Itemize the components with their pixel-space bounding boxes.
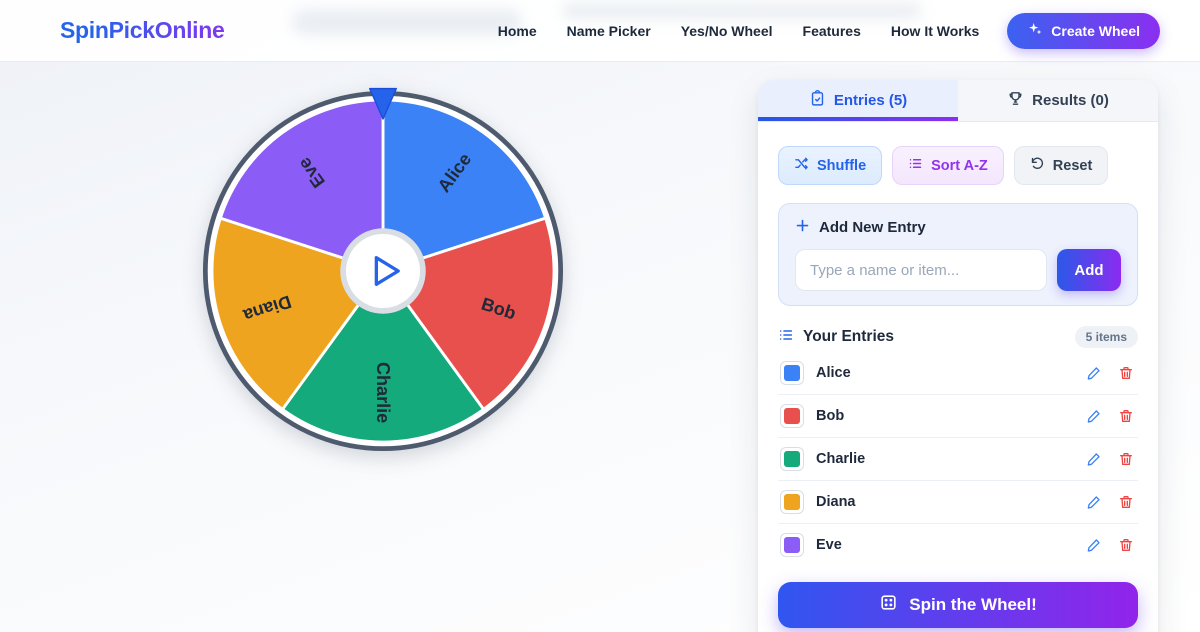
add-entry-panel: Add New Entry Add [778,203,1138,306]
nav-link-yes-no-wheel[interactable]: Yes/No Wheel [680,22,773,39]
nav-link-how-it-works[interactable]: How It Works [890,22,980,39]
delete-icon [1120,496,1132,508]
sort-az-button[interactable]: Sort A-Z [892,146,1004,185]
header: SpinPickOnline Home Name Picker Yes/No Whe… [0,0,1200,62]
entries-panel: Entries (5) Results (0) [758,80,1158,632]
wheel-segment-eve[interactable] [218,98,385,273]
delete-entry-button[interactable] [1116,449,1136,469]
entry-row-charlie: Charlie [778,438,1138,481]
entry-row-bob: Bob [778,395,1138,438]
edit-entry-button[interactable] [1084,449,1104,469]
brand-logo[interactable]: SpinPickOnline [60,17,225,43]
create-wheel-label: Create Wheel [1051,22,1140,39]
entry-color-swatch [780,404,804,428]
edit-entry-button[interactable] [1084,492,1104,512]
spin-wheel-label: Spin the Wheel! [909,595,1037,614]
entries-count-badge: 5 items [1074,326,1138,348]
sort-az-label: Sort A-Z [931,157,988,174]
spin-wheel-button[interactable]: Spin the Wheel! [778,582,1138,628]
delete-entry-button[interactable] [1116,406,1136,426]
dice-icon [879,593,898,617]
trophy-icon [1007,90,1024,111]
nav-link-home[interactable]: Home [497,22,537,39]
nav-link-features[interactable]: Features [802,22,861,39]
entry-color-swatch [780,533,804,557]
edit-entry-button[interactable] [1084,535,1104,555]
delete-icon [1120,410,1132,422]
tab-entries-label: Entries (5) [833,92,908,109]
delete-entry-button[interactable] [1116,535,1136,555]
edit-entry-button[interactable] [1084,406,1104,426]
entries-header: Your Entries 5 items [778,326,1138,348]
wheel-hub[interactable] [345,233,421,309]
entries-title-row: Your Entries [778,327,1075,348]
reset-button[interactable]: Reset [1013,146,1109,185]
wheel-segment-alice[interactable] [381,98,548,273]
delete-entry-button[interactable] [1116,363,1136,383]
new-entry-input[interactable] [795,249,1047,291]
tab-results[interactable]: Results (0) [958,80,1158,121]
play-icon[interactable] [374,256,400,286]
shuffle-button[interactable]: Shuffle [778,146,883,185]
entries-list: Alice Bob Charlie Diana Eve [778,352,1138,566]
add-entry-title: Add New Entry [819,219,926,236]
entry-row-alice: Alice [778,352,1138,395]
main-content: Alice Bob Charlie Diana Eve Entries (5) [0,62,1200,632]
panel-body: Shuffle Sort A-Z [758,122,1158,632]
wheel-pointer [368,87,398,120]
entry-actions: Shuffle Sort A-Z [778,146,1138,185]
sort-list-icon [908,156,923,175]
edit-icon [1087,496,1100,509]
spinner-wheel[interactable]: Alice Bob Charlie Diana Eve [193,81,573,461]
add-entry-row: Add [795,249,1121,291]
edit-entry-button[interactable] [1084,363,1104,383]
plus-icon [795,218,810,237]
blurred-heading-decor [562,3,922,19]
entry-name: Bob [816,408,845,424]
wheel-segment-bob[interactable] [381,216,556,411]
entry-name: Eve [816,537,842,553]
list-icon [778,327,794,348]
wheel-segment-diana[interactable] [210,216,385,411]
clipboard-icon [809,90,826,111]
entry-color-swatch [780,447,804,471]
delete-icon [1120,539,1132,551]
delete-icon [1120,453,1132,465]
add-entry-title-row: Add New Entry [795,218,1121,237]
edit-icon [1087,453,1100,466]
main-nav: Home Name Picker Yes/No Wheel Features How I… [498,23,980,39]
edit-icon [1087,410,1100,423]
entry-name: Alice [816,365,851,381]
shuffle-icon [794,156,809,175]
blurred-heading-decor [292,9,522,35]
sparkles-icon [1027,21,1043,40]
delete-entry-button[interactable] [1116,492,1136,512]
reset-label: Reset [1052,157,1093,174]
nav-link-name-picker[interactable]: Name Picker [566,22,651,39]
entry-color-swatch [780,490,804,514]
entries-title: Your Entries [803,328,895,345]
active-tab-underline [758,117,958,121]
tab-entries[interactable]: Entries (5) [758,80,958,121]
edit-icon [1087,367,1100,380]
shuffle-label: Shuffle [817,157,867,174]
add-entry-button[interactable]: Add [1057,249,1121,291]
delete-icon [1120,367,1132,379]
entry-name: Diana [816,494,856,510]
tab-results-label: Results (0) [1032,92,1109,109]
entry-row-diana: Diana [778,481,1138,524]
create-wheel-button[interactable]: Create Wheel [1007,12,1160,49]
reset-icon [1030,156,1045,175]
panel-tabs: Entries (5) Results (0) [758,80,1158,122]
edit-icon [1087,539,1100,552]
wheel-segment-charlie[interactable] [281,269,485,444]
entry-name: Charlie [816,451,866,467]
entry-row-eve: Eve [778,524,1138,566]
entry-color-swatch [780,361,804,385]
wheel-segment-label: Charlie [373,362,393,423]
